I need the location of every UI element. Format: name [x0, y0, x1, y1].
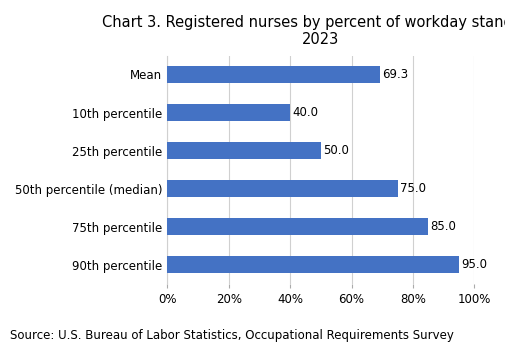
Text: 40.0: 40.0	[292, 106, 318, 119]
Bar	[167, 218, 427, 235]
Text: 95.0: 95.0	[461, 258, 486, 272]
Bar	[167, 142, 320, 159]
Text: 50.0: 50.0	[323, 144, 348, 157]
Text: Source: U.S. Bureau of Labor Statistics, Occupational Requirements Survey: Source: U.S. Bureau of Labor Statistics,…	[10, 328, 453, 342]
Bar	[167, 66, 379, 83]
Title: Chart 3. Registered nurses by percent of workday standing,
2023: Chart 3. Registered nurses by percent of…	[102, 15, 505, 47]
Bar	[167, 104, 289, 121]
Text: 69.3: 69.3	[382, 68, 408, 81]
Text: 75.0: 75.0	[399, 182, 425, 195]
Text: 85.0: 85.0	[430, 220, 456, 233]
Bar	[167, 256, 458, 274]
Bar	[167, 180, 397, 197]
